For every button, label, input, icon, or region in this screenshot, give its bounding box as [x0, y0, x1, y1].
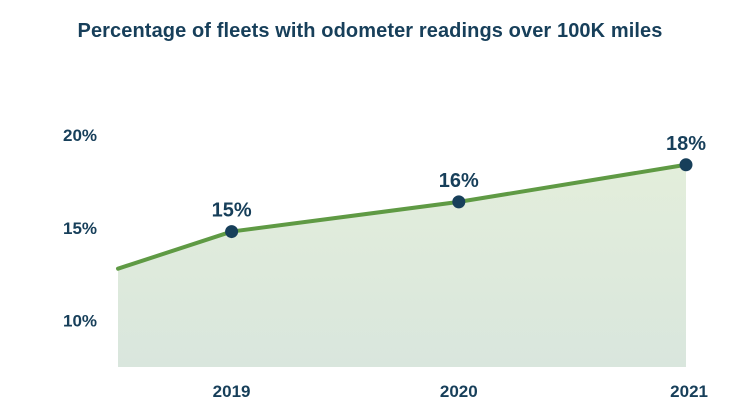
- data-label: 15%: [212, 200, 252, 222]
- data-label: 18%: [666, 133, 706, 155]
- data-point: [679, 158, 693, 172]
- data-point: [452, 195, 466, 209]
- series-line: [116, 162, 688, 271]
- chart-title: Percentage of fleets with odometer readi…: [77, 20, 663, 42]
- x-tick-label: 2021: [670, 382, 708, 401]
- data-label: 16%: [439, 170, 479, 192]
- y-tick-label: 15%: [63, 219, 97, 238]
- x-tick-label: 2019: [213, 382, 251, 401]
- y-tick-label: 20%: [63, 126, 97, 145]
- y-tick-label: 10%: [63, 312, 97, 331]
- x-tick-label: 2020: [440, 382, 478, 401]
- data-point: [225, 225, 239, 239]
- series-area: [118, 164, 686, 367]
